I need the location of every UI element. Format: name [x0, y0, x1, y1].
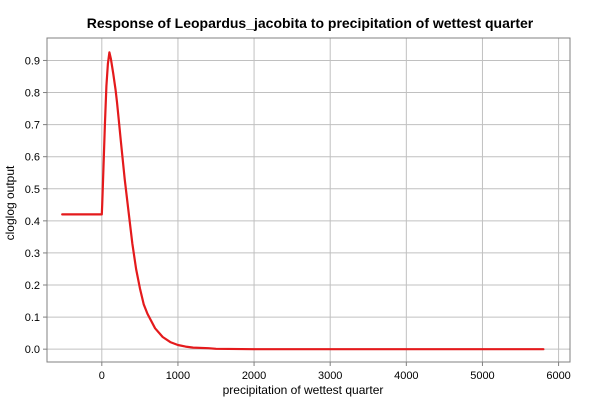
x-tick-label: 1000: [166, 370, 190, 382]
y-tick-label: 0.5: [25, 184, 40, 196]
y-tick-label: 0.6: [25, 152, 40, 164]
y-tick-label: 0.8: [25, 88, 40, 100]
grid-lines: [47, 38, 570, 362]
y-tick-label: 0.7: [25, 120, 40, 132]
x-tick-label: 4000: [394, 370, 418, 382]
y-tick-label: 0.2: [25, 280, 40, 292]
y-tick-label: 0.1: [25, 312, 40, 324]
y-tick-label: 0.4: [25, 216, 40, 228]
y-tick-label: 0.0: [25, 344, 40, 356]
chart-title: Response of Leopardus_jacobita to precip…: [87, 15, 534, 31]
x-tick-label: 2000: [242, 370, 266, 382]
x-axis-label: precipitation of wettest quarter: [223, 383, 384, 397]
x-tick-label: 5000: [470, 370, 494, 382]
response-curve-line: [61, 51, 545, 351]
x-tick-label: 3000: [318, 370, 342, 382]
y-axis-label: cloglog output: [3, 165, 17, 240]
y-tick-label: 0.9: [25, 55, 40, 67]
x-tick-label: 0: [99, 370, 105, 382]
y-tick-label: 0.3: [25, 248, 40, 260]
x-tick-label: 6000: [546, 370, 570, 382]
series-layer: [61, 51, 545, 351]
plot-area: [46, 37, 571, 363]
axis-ticks: 0 1000 2000 3000 4000 5000 6000 0.0 0.1 0.2 0.3 0.4…: [25, 55, 571, 382]
